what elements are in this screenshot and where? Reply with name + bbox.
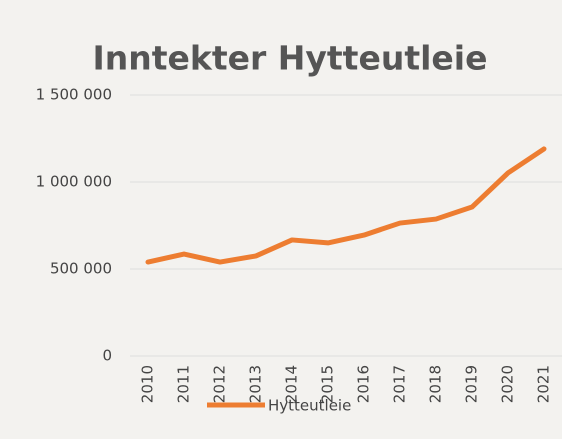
x-tick-label: 2018 [427, 365, 445, 403]
chart-title: Inntekter Hytteutleie [92, 39, 487, 78]
x-tick-label: 2012 [211, 365, 229, 403]
x-tick-label: 2011 [175, 365, 193, 403]
data-line [145, 146, 547, 265]
x-tick-label: 2010 [139, 365, 157, 403]
y-tick-label: 0 [102, 347, 112, 365]
y-tick-label: 500 000 [50, 260, 112, 278]
legend-label: Hytteutleie [268, 397, 351, 415]
x-tick-label: 2021 [535, 365, 553, 403]
x-tick-label: 2020 [499, 365, 517, 403]
y-tick-label: 1 000 000 [36, 173, 112, 191]
x-tick-label: 2016 [355, 365, 373, 403]
x-tick-label: 2017 [391, 365, 409, 403]
x-tick-label: 2014 [283, 365, 301, 403]
x-tick-label: 2013 [247, 365, 265, 403]
x-tick-label: 2019 [463, 365, 481, 403]
y-tick-label: 1 500 000 [36, 86, 112, 104]
x-tick-label: 2015 [319, 365, 337, 403]
